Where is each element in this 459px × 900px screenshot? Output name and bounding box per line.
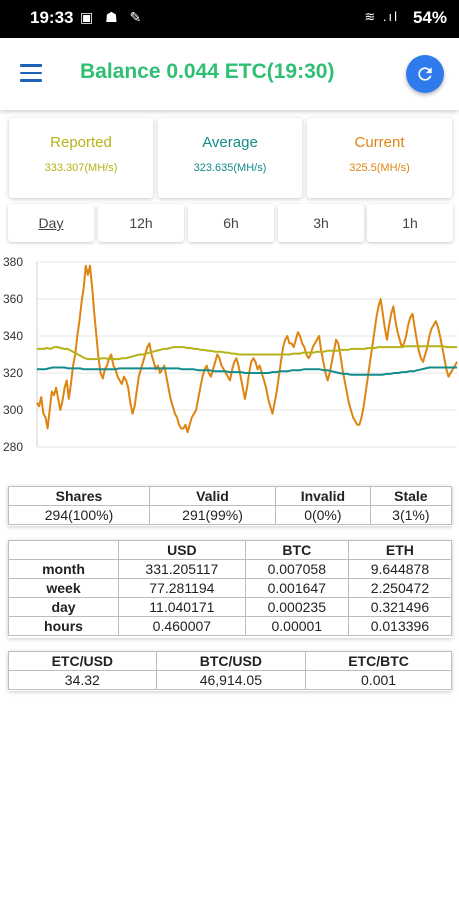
balance-title: Balance 0.044 ETC(19:30)	[80, 60, 335, 83]
shares-table-card: Shares Valid Invalid Stale 294(100%) 291…	[8, 486, 453, 526]
range-12h-button[interactable]: 12h	[98, 204, 184, 242]
card-value: 333.307(MH/s)	[44, 162, 118, 174]
table-row: week 77.281194 0.001647 2.250472	[8, 578, 453, 598]
btc-usd-header: BTC/USD	[155, 651, 307, 671]
earnings-corner-header	[8, 540, 119, 560]
invalid-header: Invalid	[275, 486, 371, 506]
eth-cell: 0.013396	[347, 616, 453, 636]
valid-value: 291(99%)	[148, 505, 277, 525]
y-tick-label: 380	[3, 255, 23, 269]
current-hashrate-card: Current 325.5(MH/s)	[307, 118, 452, 198]
series-line-2	[37, 366, 457, 376]
btc-cell: 0.007058	[244, 559, 349, 579]
eth-header: ETH	[347, 540, 453, 560]
row-label: month	[8, 559, 119, 579]
shares-header: Shares	[8, 486, 150, 506]
range-label: 3h	[313, 215, 329, 231]
shares-value: 294(100%)	[8, 505, 150, 525]
card-label: Current	[354, 134, 405, 151]
range-selector: Day 12h 6h 3h 1h	[8, 204, 453, 242]
card-label: Average	[202, 134, 258, 151]
status-bar: 19:33 ▣ ☗ ✎ ≋ .ıl 54%	[0, 0, 459, 38]
usd-header: USD	[118, 540, 246, 560]
hashrate-chart: 380 360 340 320 300 280	[3, 255, 458, 454]
stale-header: Stale	[369, 486, 453, 506]
shares-table: Shares Valid Invalid Stale 294(100%) 291…	[8, 486, 453, 525]
refresh-button[interactable]	[406, 55, 444, 93]
reported-hashrate-card: Reported 333.307(MH/s)	[9, 118, 153, 198]
range-label: 12h	[129, 215, 153, 231]
etc-usd-value: 34.32	[8, 670, 157, 690]
battery-level: 54%	[412, 8, 447, 27]
card-value: 325.5(MH/s)	[349, 162, 410, 174]
y-tick-label: 320	[3, 366, 23, 380]
usd-cell: 0.460007	[118, 616, 246, 636]
earnings-table-card: USD BTC ETH month 331.205117 0.007058 9.…	[8, 540, 453, 638]
row-label: hours	[8, 616, 119, 636]
btc-usd-value: 46,914.05	[155, 670, 307, 690]
status-time: 19:33	[30, 8, 74, 27]
y-tick-label: 280	[3, 440, 23, 454]
refresh-icon	[418, 67, 432, 81]
card-value: 323.635(MH/s)	[193, 162, 267, 174]
rates-table: ETC/USD BTC/USD ETC/BTC 34.32 46,914.05 …	[8, 651, 452, 690]
average-hashrate-card: Average 323.635(MH/s)	[158, 118, 302, 198]
usd-cell: 331.205117	[118, 559, 246, 579]
range-label: Day	[38, 215, 64, 231]
range-label: 6h	[223, 215, 239, 231]
etc-btc-value: 0.001	[305, 670, 452, 690]
range-6h-button[interactable]: 6h	[188, 204, 274, 242]
y-tick-label: 300	[3, 403, 23, 417]
series-line-0	[36, 264, 458, 434]
range-1h-button[interactable]: 1h	[367, 204, 453, 242]
y-tick-label: 340	[3, 329, 23, 343]
notification-icons: ▣ ☗ ✎	[80, 9, 146, 25]
usd-cell: 77.281194	[118, 578, 246, 598]
signal-icons: ≋ .ıl	[364, 9, 399, 24]
app-bar: Balance 0.044 ETC(19:30)	[0, 38, 459, 110]
btc-cell: 0.001647	[244, 578, 349, 598]
range-day-button[interactable]: Day	[8, 204, 94, 242]
btc-cell: 0.000235	[244, 597, 349, 617]
table-row: hours 0.460007 0.00001 0.013396	[8, 616, 453, 636]
valid-header: Valid	[148, 486, 277, 506]
table-row: month 331.205117 0.007058 9.644878	[8, 559, 453, 579]
btc-cell: 0.00001	[244, 616, 349, 636]
hamburger-menu-icon[interactable]	[20, 64, 42, 82]
stale-value: 3(1%)	[369, 505, 453, 525]
y-tick-label: 360	[3, 292, 23, 306]
eth-cell: 2.250472	[347, 578, 453, 598]
earnings-table: USD BTC ETH month 331.205117 0.007058 9.…	[8, 540, 453, 636]
row-label: day	[8, 597, 119, 617]
table-row: day 11.040171 0.000235 0.321496	[8, 597, 453, 617]
card-label: Reported	[50, 134, 112, 151]
btc-header: BTC	[244, 540, 349, 560]
eth-cell: 0.321496	[347, 597, 453, 617]
rates-table-card: ETC/USD BTC/USD ETC/BTC 34.32 46,914.05 …	[8, 651, 452, 691]
etc-btc-header: ETC/BTC	[305, 651, 452, 671]
invalid-value: 0(0%)	[275, 505, 371, 525]
etc-usd-header: ETC/USD	[8, 651, 157, 671]
range-3h-button[interactable]: 3h	[278, 204, 364, 242]
row-label: week	[8, 578, 119, 598]
eth-cell: 9.644878	[347, 559, 453, 579]
usd-cell: 11.040171	[118, 597, 246, 617]
range-label: 1h	[402, 215, 418, 231]
series-line-1	[37, 345, 457, 361]
